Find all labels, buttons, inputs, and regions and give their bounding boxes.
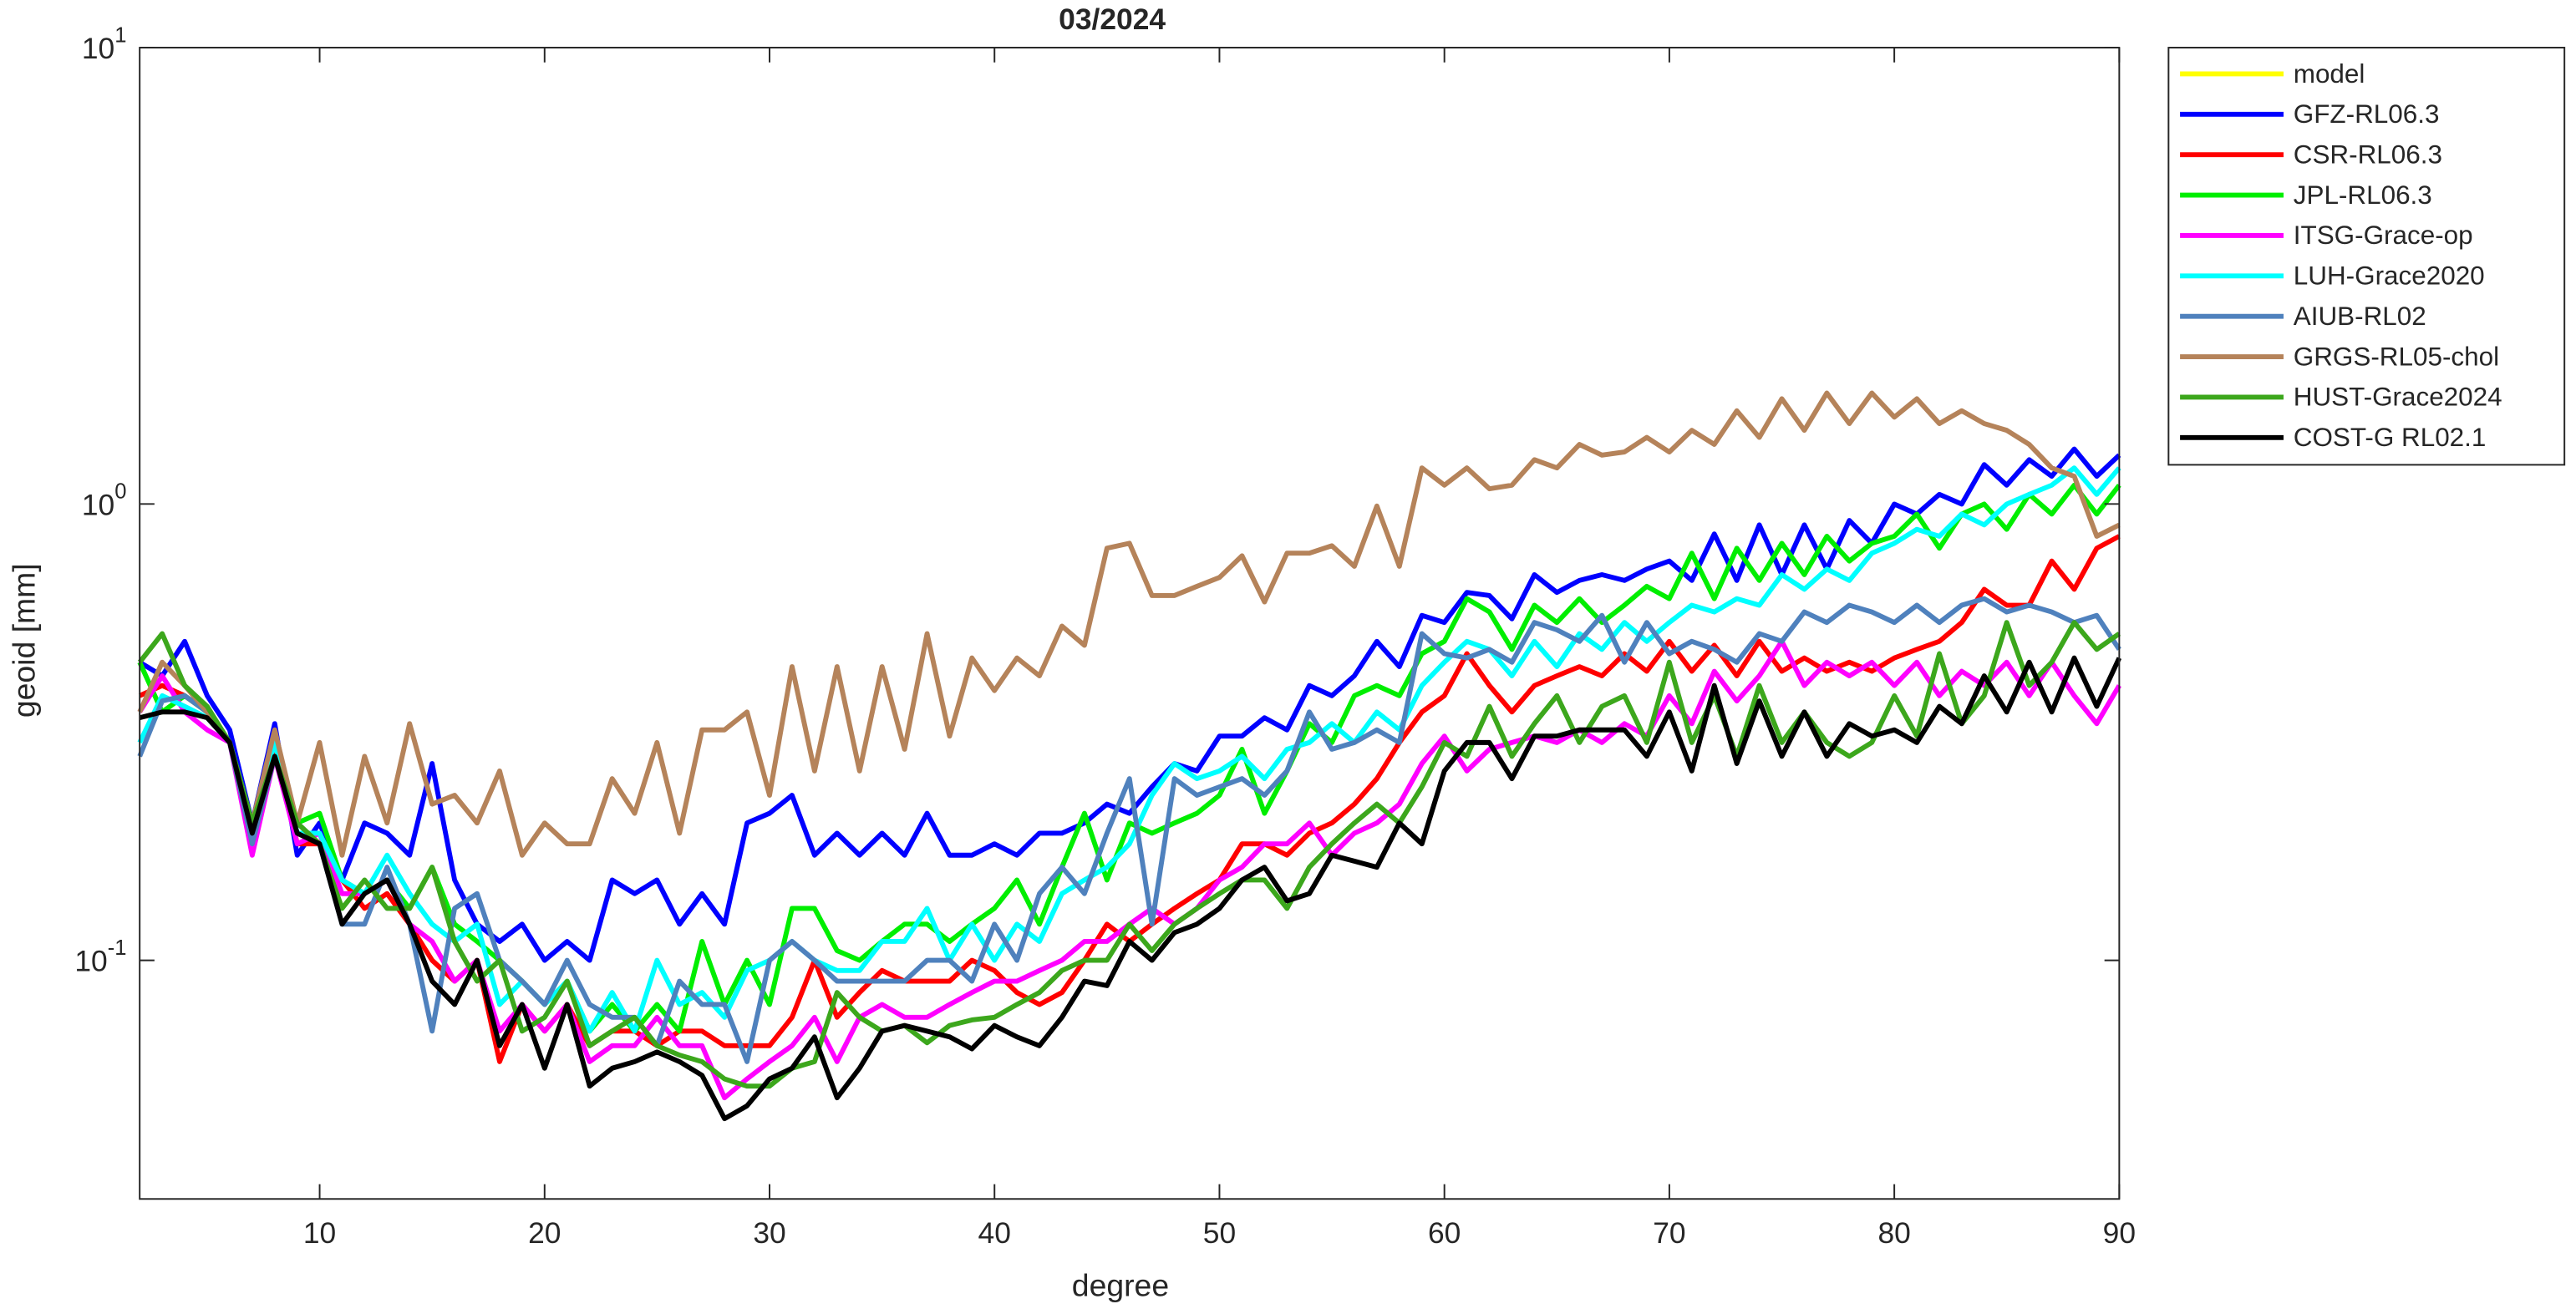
- legend-label: GFZ-RL06.3: [2294, 99, 2440, 129]
- series-line: [138, 446, 2121, 963]
- legend-label: AIUB-RL02: [2294, 302, 2426, 331]
- y-tick-label: 10-1: [74, 936, 126, 978]
- series-line: [137, 390, 2121, 858]
- legend-label: ITSG-Grace-op: [2294, 221, 2473, 250]
- series-line: [137, 596, 2121, 1064]
- series-line: [139, 655, 2122, 1122]
- legend-label: model: [2294, 59, 2365, 89]
- legend-label: LUH-Grace2020: [2294, 261, 2485, 291]
- legend-label: CSR-RL06.3: [2294, 140, 2442, 169]
- x-tick-label: 40: [978, 1217, 1011, 1250]
- legend-label: GRGS-RL05-chol: [2294, 342, 2499, 371]
- x-tick-label: 80: [1877, 1217, 1910, 1250]
- y-tick-label: 101: [82, 23, 127, 65]
- x-tick-label: 70: [1653, 1217, 1685, 1250]
- chart-title: 03/2024: [1059, 3, 1166, 36]
- x-tick-label: 10: [303, 1217, 336, 1250]
- x-tick-label: 60: [1428, 1217, 1461, 1250]
- y-tick-label: 100: [82, 479, 127, 521]
- y-axis-label: geoid [mm]: [6, 563, 41, 718]
- legend-label: HUST-Grace2024: [2294, 383, 2502, 412]
- series-line: [137, 620, 2121, 1089]
- legend-label: JPL-RL06.3: [2294, 180, 2432, 210]
- x-axis-label: degree: [1072, 1267, 1169, 1302]
- series-line: [137, 465, 2121, 1034]
- plot-frame: [139, 47, 2121, 1200]
- series-line: [137, 482, 2121, 1034]
- x-tick-label: 50: [1203, 1217, 1236, 1250]
- legend-label: COST-G RL02.1: [2294, 423, 2487, 452]
- x-tick-label: 90: [2103, 1217, 2136, 1250]
- x-tick-label: 20: [528, 1217, 561, 1250]
- x-tick-label: 30: [753, 1217, 785, 1250]
